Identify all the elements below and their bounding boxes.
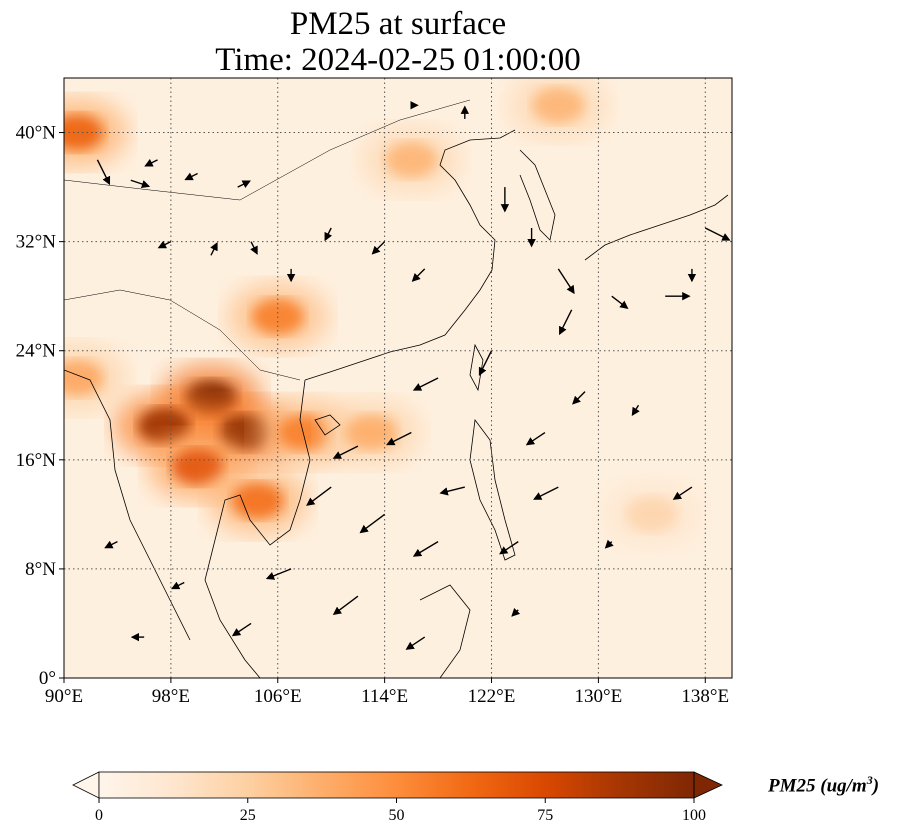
wind-arrow: [572, 391, 586, 405]
wind-arrow: [157, 240, 172, 249]
colorbar-title-superscript: 3: [866, 773, 873, 787]
wind-arrow: [250, 241, 258, 255]
border-inland-2: [64, 99, 471, 201]
colorbar-extend-high: [693, 771, 723, 799]
pm25-hotspot: [345, 414, 398, 451]
coastline-japan: [584, 194, 729, 261]
colorbar-title-text: PM25 (ug/m: [768, 775, 867, 797]
wind-arrow: [559, 309, 573, 336]
wind-arrow: [439, 486, 465, 496]
pm25-hotspot: [625, 496, 678, 533]
coastline-bay-bengal: [64, 369, 191, 641]
colorbar-tick-label: 25: [240, 807, 256, 824]
pm25-hotspot: [64, 114, 104, 151]
pm25-hotspot: [532, 87, 585, 124]
gridlines: [64, 78, 732, 678]
wind-arrow: [237, 180, 251, 188]
wind-arrow: [611, 295, 629, 310]
x-tick-label: 122°E: [468, 686, 516, 707]
x-tick-label: 106°E: [254, 686, 302, 707]
x-tick-label: 90°E: [45, 686, 83, 707]
wind-arrow: [533, 486, 559, 500]
coastline-korea: [519, 149, 556, 241]
map-frame: [63, 77, 733, 679]
colorbar-gradient: [99, 772, 694, 798]
x-axis-ticks: 90°E 98°E 106°E 114°E 122°E 130°E 138°E: [45, 678, 729, 707]
x-tick-label: 98°E: [152, 686, 190, 707]
colorbar-tick-label: 0: [95, 807, 103, 824]
wind-arrow: [557, 268, 575, 295]
wind-arrow: [411, 268, 426, 282]
colorbar-tick-label: 75: [537, 807, 553, 824]
pm25-hotspot: [385, 141, 438, 178]
y-tick-label: 16°N: [16, 450, 57, 471]
wind-arrow: [405, 636, 426, 650]
wind-arrow: [104, 540, 118, 549]
map-title-line2: Time: 2024-02-25 01:00:00: [215, 42, 581, 78]
wind-arrow: [672, 486, 693, 500]
colorbar-tick-label: 100: [682, 807, 706, 824]
colorbar-ticks: 0 25 50 75 100: [95, 798, 706, 824]
border-inland: [64, 289, 301, 381]
wind-arrow: [604, 539, 614, 549]
pm25-hotspot: [138, 407, 191, 444]
y-tick-label: 0°: [39, 668, 56, 689]
wind-arrow: [525, 431, 546, 446]
pm25-hotspot: [231, 482, 284, 519]
colorbar: 0 25 50 75 100: [72, 771, 723, 824]
wind-arrow: [170, 581, 185, 590]
map-plot-area: [64, 78, 732, 678]
pm25-hotspot: [171, 448, 224, 485]
wind-arrow: [371, 241, 386, 255]
wind-arrow: [386, 431, 412, 446]
wind-arrow: [704, 227, 731, 241]
wind-arrow: [332, 595, 359, 616]
coastline-taiwan: [469, 343, 484, 392]
wind-arrow: [210, 242, 218, 256]
colorbar-tick-label: 50: [389, 807, 405, 824]
coastline-hainan: [314, 414, 341, 436]
wind-arrow: [265, 568, 292, 580]
x-tick-label: 138°E: [681, 686, 729, 707]
colorbar-extend-low: [72, 771, 100, 799]
y-tick-label: 8°N: [25, 559, 56, 580]
colorbar-title-close: ): [872, 775, 880, 797]
wind-arrow: [511, 607, 521, 617]
wind-arrow: [412, 377, 439, 391]
wind-arrow: [144, 158, 158, 167]
wind-arrow: [184, 172, 198, 181]
coastline-borneo: [419, 584, 471, 678]
coastline-indochina: [204, 379, 311, 678]
wind-arrow: [499, 541, 519, 555]
y-tick-label: 24°N: [16, 341, 57, 362]
wind-arrow: [306, 486, 332, 506]
wind-arrow: [324, 227, 333, 242]
colorbar-title: PM25 (ug/m3): [768, 773, 879, 797]
y-tick-label: 32°N: [16, 232, 57, 253]
y-axis-ticks: 0° 8°N 16°N 24°N 32°N 40°N: [16, 123, 64, 689]
wind-arrow: [359, 513, 386, 534]
wind-arrow: [478, 350, 493, 376]
wind-vector-layer: [96, 101, 731, 650]
wind-arrow: [130, 179, 151, 189]
x-tick-label: 130°E: [575, 686, 623, 707]
y-tick-label: 40°N: [16, 123, 57, 144]
x-tick-label: 114°E: [361, 686, 408, 707]
map-title-line1: PM25 at surface: [289, 6, 507, 42]
wind-arrow: [231, 622, 252, 637]
wind-arrow: [332, 445, 359, 459]
wind-arrow: [631, 404, 640, 417]
wind-arrow: [412, 541, 439, 557]
wind-arrow: [96, 159, 111, 186]
